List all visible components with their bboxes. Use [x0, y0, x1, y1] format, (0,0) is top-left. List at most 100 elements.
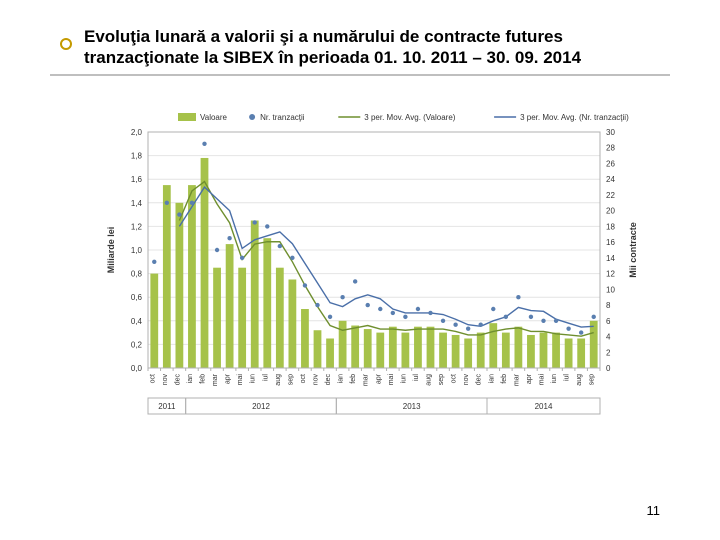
bar — [527, 335, 535, 368]
svg-text:24: 24 — [606, 175, 615, 184]
data-point — [554, 319, 558, 323]
svg-text:apr: apr — [375, 373, 382, 384]
data-point — [215, 248, 219, 252]
svg-text:dec: dec — [174, 374, 181, 386]
bar — [452, 335, 460, 368]
svg-text:mai: mai — [237, 374, 244, 386]
svg-text:iul: iul — [564, 374, 571, 381]
bar — [489, 323, 497, 368]
data-point — [328, 315, 332, 319]
svg-text:aug: aug — [576, 374, 583, 386]
data-point — [278, 244, 282, 248]
bar — [514, 327, 522, 368]
svg-text:iul: iul — [413, 374, 420, 381]
svg-text:aug: aug — [426, 374, 433, 386]
data-point — [529, 315, 533, 319]
data-point — [453, 323, 457, 327]
bar — [339, 321, 347, 368]
data-point — [315, 303, 319, 307]
bar — [389, 327, 397, 368]
svg-text:2012: 2012 — [252, 402, 270, 411]
data-point — [152, 260, 156, 264]
data-point — [428, 311, 432, 315]
bar — [502, 333, 510, 368]
bar — [226, 244, 234, 368]
svg-text:14: 14 — [606, 254, 615, 263]
data-point — [165, 201, 169, 205]
data-point — [177, 212, 181, 216]
svg-text:2,0: 2,0 — [131, 128, 143, 137]
svg-text:0,6: 0,6 — [131, 293, 143, 302]
svg-text:Valoare: Valoare — [200, 113, 228, 122]
bar — [376, 333, 384, 368]
svg-text:1,2: 1,2 — [131, 222, 143, 231]
data-point — [479, 323, 483, 327]
svg-text:20: 20 — [606, 207, 615, 216]
data-point — [340, 295, 344, 299]
svg-text:oct: oct — [451, 374, 458, 383]
svg-text:oct: oct — [149, 374, 156, 383]
svg-text:0,2: 0,2 — [131, 340, 143, 349]
svg-text:28: 28 — [606, 144, 615, 153]
bar — [414, 327, 422, 368]
data-point — [491, 307, 495, 311]
futures-chart: ValoareNr. tranzacţii3 per. Mov. Avg. (V… — [96, 104, 652, 444]
bar — [439, 333, 447, 368]
svg-text:12: 12 — [606, 270, 615, 279]
svg-text:3 per. Mov. Avg. (Nr. tranzacţ: 3 per. Mov. Avg. (Nr. tranzacţii) — [520, 113, 629, 122]
svg-text:16: 16 — [606, 238, 615, 247]
svg-text:apr: apr — [526, 373, 533, 384]
svg-text:1,8: 1,8 — [131, 152, 143, 161]
svg-text:mar: mar — [212, 373, 219, 386]
page-number: 11 — [647, 503, 661, 518]
svg-text:8: 8 — [606, 301, 611, 310]
bar — [163, 185, 171, 368]
svg-text:mai: mai — [388, 374, 395, 386]
svg-text:2014: 2014 — [535, 402, 553, 411]
data-point — [303, 283, 307, 287]
svg-text:sep: sep — [287, 374, 294, 385]
title-line-2: tranzacţionate la SIBEX în perioada 01. … — [84, 48, 581, 67]
svg-text:30: 30 — [606, 128, 615, 137]
data-point — [516, 295, 520, 299]
title-line-1: Evoluţia lunară a valorii şi a numărului… — [84, 27, 563, 46]
title-underline — [50, 74, 670, 76]
bar — [477, 333, 485, 368]
bar — [326, 339, 334, 369]
svg-text:mar: mar — [513, 373, 520, 386]
data-point — [190, 201, 194, 205]
bar — [401, 333, 409, 368]
data-point — [353, 279, 357, 283]
svg-text:sep: sep — [589, 374, 596, 385]
svg-text:dec: dec — [325, 374, 332, 386]
svg-text:iun: iun — [551, 374, 558, 383]
chart-svg: ValoareNr. tranzacţii3 per. Mov. Avg. (V… — [96, 104, 652, 444]
bar — [364, 329, 372, 368]
svg-text:ian: ian — [338, 374, 345, 383]
svg-text:0,8: 0,8 — [131, 270, 143, 279]
bar — [464, 339, 472, 369]
bar — [552, 333, 560, 368]
bar — [276, 268, 284, 368]
bar — [213, 268, 221, 368]
svg-text:1,4: 1,4 — [131, 199, 143, 208]
svg-text:Mii contracte: Mii contracte — [628, 222, 638, 278]
svg-text:dec: dec — [476, 374, 483, 386]
bar — [590, 321, 598, 368]
bar — [288, 280, 296, 369]
bar — [238, 268, 246, 368]
svg-text:nov: nov — [162, 374, 169, 386]
bar — [540, 333, 548, 368]
svg-text:sep: sep — [438, 374, 445, 385]
bar — [263, 238, 271, 368]
data-point — [592, 315, 596, 319]
title-bullet — [60, 38, 72, 50]
data-point — [366, 303, 370, 307]
svg-text:oct: oct — [300, 374, 307, 383]
svg-text:ian: ian — [488, 374, 495, 383]
bar — [577, 339, 585, 369]
svg-text:26: 26 — [606, 159, 615, 168]
page-title: Evoluţia lunară a valorii şi a numărului… — [84, 26, 670, 69]
svg-text:iun: iun — [400, 374, 407, 383]
data-point — [403, 315, 407, 319]
